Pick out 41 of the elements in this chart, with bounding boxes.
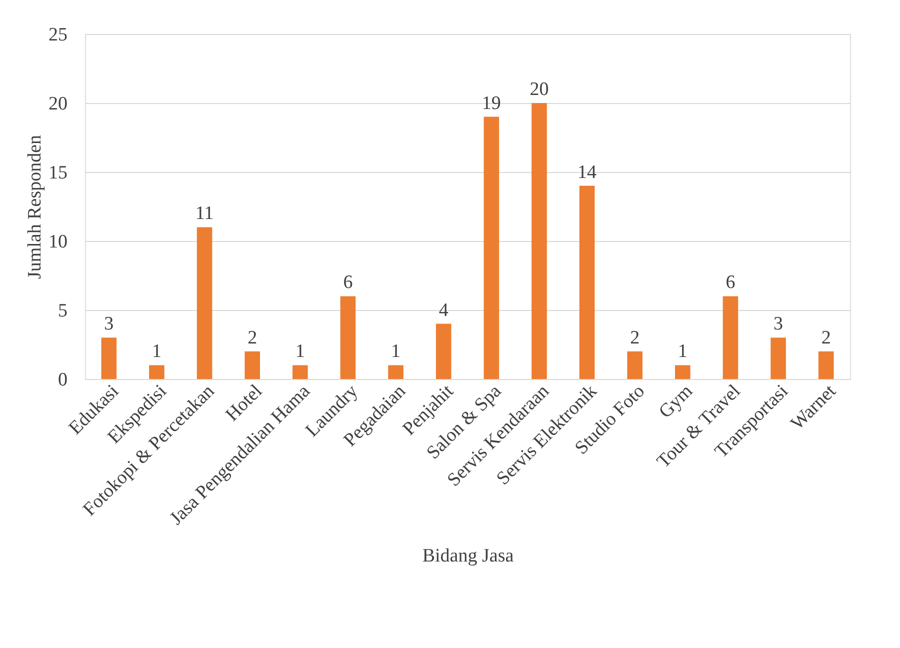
data-label: 2 [630, 327, 640, 348]
bar [292, 365, 308, 379]
x-axis-title: Bidang Jasa [422, 545, 514, 566]
data-label: 2 [821, 327, 831, 348]
bar [484, 116, 500, 379]
data-label: 1 [391, 341, 401, 362]
y-tick-label: 15 [48, 162, 68, 184]
bar [722, 296, 738, 379]
bar [388, 365, 404, 379]
data-label: 1 [678, 341, 688, 362]
data-label: 2 [248, 327, 258, 348]
y-tick-label: 20 [48, 94, 68, 114]
bar [340, 296, 356, 379]
bar [818, 351, 834, 379]
bar [101, 338, 117, 379]
y-tick-label: 0 [58, 370, 68, 390]
y-tick-label: 25 [48, 24, 68, 46]
data-label: 6 [726, 272, 736, 294]
data-label: 11 [195, 203, 214, 224]
bar [627, 351, 642, 379]
data-label: 1 [295, 341, 305, 362]
bar [196, 227, 212, 379]
y-tick-label: 5 [58, 300, 68, 322]
bar [436, 324, 452, 379]
y-axis-title: Jumlah Responden [24, 134, 46, 280]
bar [579, 186, 595, 379]
bar [244, 351, 260, 379]
data-label: 3 [104, 314, 114, 335]
data-label: 6 [343, 272, 353, 294]
data-label: 3 [774, 314, 784, 335]
bar [149, 365, 164, 379]
bar [675, 365, 690, 379]
data-label: 19 [482, 92, 501, 114]
data-label: 4 [438, 300, 449, 321]
data-label: 14 [578, 162, 598, 183]
bar [770, 338, 786, 379]
bar [532, 103, 547, 379]
y-tick-label: 10 [48, 232, 68, 252]
data-label: 20 [530, 79, 549, 100]
data-label: 1 [152, 341, 162, 362]
x-tick-label: Gym [655, 380, 697, 423]
